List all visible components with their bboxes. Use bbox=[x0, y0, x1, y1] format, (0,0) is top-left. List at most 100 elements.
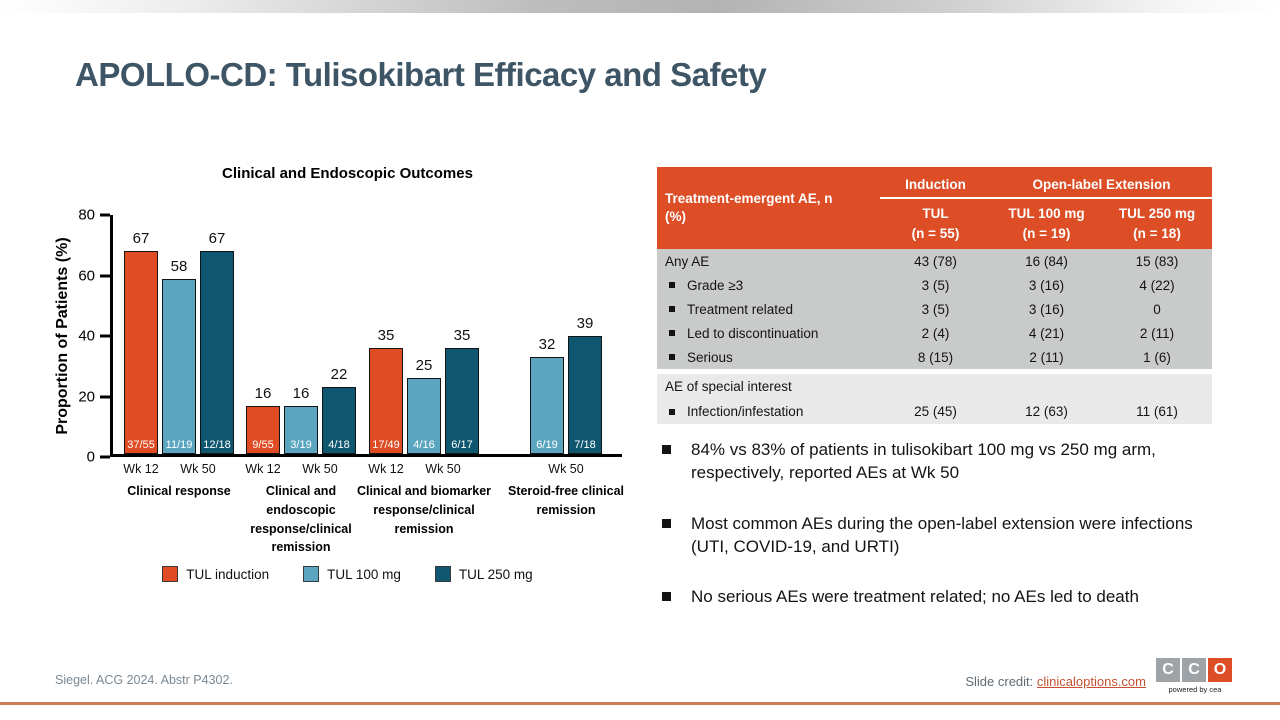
cell-value: 16 (84) bbox=[1025, 253, 1068, 269]
bottom-accent-line bbox=[0, 702, 1280, 705]
table-column-header: TUL (n = 55) bbox=[880, 199, 991, 249]
y-axis-tick bbox=[100, 455, 110, 459]
ae-table: Treatment-emergent AE, n (%) Induction O… bbox=[657, 167, 1212, 424]
chart-bar: 16 9/55 bbox=[246, 385, 280, 454]
bullet-text: Most common AEs during the open-label ex… bbox=[691, 513, 1193, 556]
x-group-label: Clinical response bbox=[127, 484, 231, 498]
chart-bar: 58 11/19 bbox=[162, 258, 196, 454]
row-label: Any AE bbox=[657, 254, 880, 269]
bar-value-label: 25 bbox=[415, 357, 433, 374]
cell-value: 2 (4) bbox=[921, 325, 950, 341]
table-section: AE of special interest Infection/infestat… bbox=[657, 374, 1212, 424]
table-column-header: TUL 250 mg (n = 18) bbox=[1102, 199, 1212, 249]
legend-label: TUL 250 mg bbox=[458, 566, 533, 582]
bullet-square-icon bbox=[662, 518, 671, 528]
table-row: Infection/infestation 25 (45) 12 (63) 11 (6… bbox=[657, 399, 1212, 424]
chart-bar: 39 7/18 bbox=[568, 315, 602, 454]
chart-bar: 16 3/19 bbox=[284, 385, 318, 454]
slide-credit-label: Slide credit: bbox=[965, 674, 1034, 689]
table-column-header: TUL 100 mg (n = 19) bbox=[991, 199, 1102, 249]
bullet-square-icon bbox=[669, 354, 675, 360]
table-section: Any AE 43 (78) 16 (84) 15 (83) Grade ≥3 3 (5)… bbox=[657, 249, 1212, 369]
table-column-header-line1: TUL 100 mg bbox=[1008, 206, 1085, 222]
plot-area: 0 20 40 60 80 67 37/55 58 11/19 67 12/18 16 9/55 16 3/… bbox=[78, 207, 622, 466]
bar-value-label: 35 bbox=[453, 327, 471, 344]
table-group-header-open-label-extension: Open-label Extension bbox=[991, 167, 1212, 199]
row-label-text: Grade ≥3 bbox=[687, 277, 744, 293]
y-axis-tick-label: 0 bbox=[86, 448, 95, 466]
bar-fraction-label: 11/19 bbox=[165, 439, 193, 451]
ae-table-header: Treatment-emergent AE, n (%) Induction O… bbox=[657, 167, 1212, 249]
bullet-square-icon bbox=[669, 306, 675, 312]
chart-bar: 32 6/19 bbox=[530, 336, 564, 454]
bullet-square-icon bbox=[662, 592, 671, 602]
logo-square: O bbox=[1208, 658, 1232, 682]
bar-fraction-label: 37/55 bbox=[127, 439, 155, 451]
bar-fraction-label: 4/18 bbox=[328, 439, 350, 451]
row-label: Serious bbox=[657, 350, 880, 365]
cell-value: 4 (22) bbox=[1139, 277, 1175, 293]
bar-value-label: 22 bbox=[330, 366, 348, 383]
bar-fraction-label: 17/49 bbox=[372, 439, 400, 451]
row-label: Infection/infestation bbox=[657, 404, 880, 419]
row-label-text: Treatment related bbox=[687, 301, 794, 317]
x-tick-label: Wk 12 bbox=[245, 462, 281, 476]
chart-bar: 67 37/55 bbox=[124, 230, 158, 454]
bar-value-label: 16 bbox=[254, 385, 272, 402]
table-column-header-line1: TUL bbox=[922, 206, 949, 222]
bar-value-label: 39 bbox=[576, 315, 594, 332]
bullet-text: 84% vs 83% of patients in tulisokibart 1… bbox=[691, 440, 1156, 483]
row-label: AE of special interest bbox=[657, 379, 880, 394]
row-label-text: Any AE bbox=[665, 253, 710, 269]
logo-square: C bbox=[1156, 658, 1180, 682]
bullet-item: 84% vs 83% of patients in tulisokibart 1… bbox=[660, 438, 1222, 485]
x-tick-label: Wk 50 bbox=[425, 462, 461, 476]
logo-square: C bbox=[1182, 658, 1206, 682]
x-tick-label: Wk 50 bbox=[180, 462, 216, 476]
x-tick-label: Wk 12 bbox=[368, 462, 404, 476]
row-label: Treatment related bbox=[657, 302, 880, 317]
cell-value: 3 (5) bbox=[921, 277, 950, 293]
cell-value: 12 (63) bbox=[1025, 404, 1068, 419]
bar-value-label: 35 bbox=[377, 327, 395, 344]
chart-bar: 25 4/16 bbox=[407, 357, 441, 454]
table-row: Any AE 43 (78) 16 (84) 15 (83) bbox=[657, 249, 1212, 273]
citation-text: Siegel. ACG 2024. Abstr P4302. bbox=[55, 673, 233, 687]
y-axis-tick-label: 40 bbox=[78, 327, 95, 345]
table-row: Serious 8 (15) 2 (11) 1 (6) bbox=[657, 345, 1212, 369]
chart-bar: 67 12/18 bbox=[200, 230, 234, 454]
cell-value: 1 (6) bbox=[1143, 349, 1171, 365]
y-axis-tick bbox=[100, 213, 110, 217]
x-group-label: Clinical and biomarker response/clinical… bbox=[356, 484, 492, 536]
cell-value: 4 (21) bbox=[1028, 325, 1065, 341]
table-row: AE of special interest bbox=[657, 374, 1212, 399]
slide-credit-link[interactable]: clinicaloptions.com bbox=[1036, 674, 1146, 689]
x-group-label: Steroid-free clinical remission bbox=[507, 484, 624, 517]
row-label-text: AE of special interest bbox=[665, 379, 792, 394]
bar-value-label: 67 bbox=[208, 230, 226, 247]
table-corner-header: Treatment-emergent AE, n (%) bbox=[665, 190, 833, 224]
table-group-header-induction: Induction bbox=[880, 167, 991, 199]
table-column-header-line1: TUL 250 mg bbox=[1118, 206, 1196, 222]
cell-value: 3 (16) bbox=[1028, 301, 1065, 317]
legend-item: TUL 250 mg bbox=[434, 566, 533, 582]
chart-legend: TUL induction TUL 100 mg TUL 250 mg bbox=[90, 566, 605, 582]
cell-value: 3 (5) bbox=[921, 301, 950, 317]
bar-value-label: 32 bbox=[538, 336, 556, 353]
slide-title: APOLLO-CD: Tulisokibart Efficacy and Saf… bbox=[75, 56, 767, 93]
top-gradient-bar bbox=[0, 0, 1280, 13]
cell-value: 25 (45) bbox=[914, 404, 957, 419]
bullet-square-icon bbox=[669, 330, 675, 336]
table-section-gap bbox=[657, 369, 1212, 374]
y-axis-tick-label: 60 bbox=[78, 267, 95, 284]
cell-value: 43 (78) bbox=[914, 253, 957, 269]
table-row: Treatment related 3 (5) 3 (16) 0 bbox=[657, 297, 1212, 321]
bar-fraction-label: 6/19 bbox=[536, 439, 558, 451]
x-tick-label: Wk 12 bbox=[123, 462, 159, 476]
cell-value: 2 (11) bbox=[1029, 349, 1064, 365]
bullet-text: No serious AEs were treatment related; n… bbox=[691, 587, 1139, 607]
row-label-text: Serious bbox=[687, 349, 733, 365]
legend-label: TUL induction bbox=[186, 566, 270, 582]
